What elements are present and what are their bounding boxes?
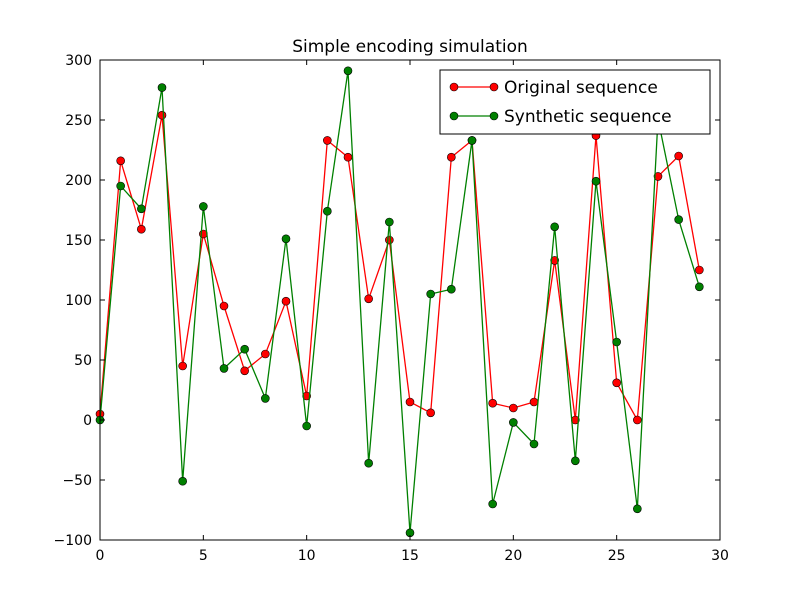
x-tick-label: 20 <box>504 548 522 564</box>
x-tick-label: 5 <box>199 548 208 564</box>
data-point <box>550 222 559 232</box>
data-point <box>281 296 291 306</box>
series-layer <box>95 66 704 538</box>
series-line <box>99 70 700 533</box>
y-tick-label: 50 <box>74 353 92 369</box>
data-point <box>385 217 394 227</box>
series-synthetic <box>95 66 704 538</box>
series-original <box>95 110 704 425</box>
data-point <box>405 397 415 407</box>
legend: Original sequence Synthetic sequence <box>439 69 711 135</box>
legend-marker <box>489 111 499 121</box>
y-tick-label: 0 <box>83 413 92 429</box>
data-point <box>343 152 353 162</box>
data-point <box>571 456 580 466</box>
x-tick-label: 10 <box>298 548 316 564</box>
data-point <box>219 364 229 373</box>
legend-label: Synthetic sequence <box>504 107 672 127</box>
data-point <box>364 458 373 468</box>
data-point <box>695 282 704 292</box>
x-tick-label: 25 <box>608 548 626 564</box>
data-point <box>178 476 187 486</box>
y-tick-label: 300 <box>65 53 92 69</box>
data-point <box>674 215 683 224</box>
data-point <box>467 136 477 145</box>
legend-marker <box>489 82 499 92</box>
data-point <box>116 181 125 191</box>
data-point <box>612 337 621 347</box>
y-tick-label: −100 <box>54 533 92 549</box>
data-point <box>302 421 311 431</box>
data-point <box>509 403 518 413</box>
data-point <box>488 499 497 509</box>
data-point <box>240 366 249 376</box>
data-point <box>116 156 125 166</box>
y-tick-label: 100 <box>65 293 92 309</box>
data-point <box>137 204 146 214</box>
data-point <box>178 361 187 371</box>
data-point <box>281 234 291 244</box>
y-tick-label: 200 <box>65 173 92 189</box>
data-point <box>529 397 539 407</box>
data-point <box>240 344 249 354</box>
data-point <box>323 206 332 216</box>
data-point <box>157 83 167 92</box>
data-point <box>509 418 518 427</box>
data-point <box>385 235 394 245</box>
legend-marker <box>449 111 459 121</box>
data-point <box>488 398 497 408</box>
y-tick-label: 250 <box>65 113 92 129</box>
data-point <box>343 66 353 76</box>
data-point <box>157 110 167 120</box>
data-point <box>633 504 642 514</box>
data-point <box>199 202 208 211</box>
data-point <box>447 284 456 294</box>
y-tick-label: −50 <box>62 473 92 489</box>
data-point <box>261 349 270 359</box>
data-point <box>261 394 270 403</box>
chart-title: Simple encoding simulation <box>292 37 528 57</box>
data-point <box>633 415 642 425</box>
data-point <box>447 152 456 162</box>
data-point <box>323 136 332 145</box>
legend-label: Original sequence <box>504 78 658 98</box>
data-point <box>653 172 663 181</box>
data-point <box>550 256 559 265</box>
data-point <box>695 265 704 275</box>
legend-box <box>439 69 711 135</box>
data-point <box>591 176 601 186</box>
ticks-layer: 0 5 10 15 20 25 30 −100 −50 0 50 100 150 200 250 300 <box>54 53 729 564</box>
data-point <box>302 391 311 401</box>
x-tick-label: 0 <box>96 548 105 564</box>
x-tick-label: 15 <box>401 548 419 564</box>
data-point <box>674 151 683 161</box>
x-tick-label: 30 <box>711 548 729 564</box>
y-tick-label: 150 <box>65 233 92 249</box>
data-point <box>426 408 435 418</box>
data-point <box>612 378 621 388</box>
data-point <box>426 289 435 299</box>
legend-marker <box>449 82 459 92</box>
data-point <box>529 439 539 449</box>
data-point <box>364 294 373 304</box>
data-point <box>219 301 229 311</box>
data-point <box>137 224 146 234</box>
